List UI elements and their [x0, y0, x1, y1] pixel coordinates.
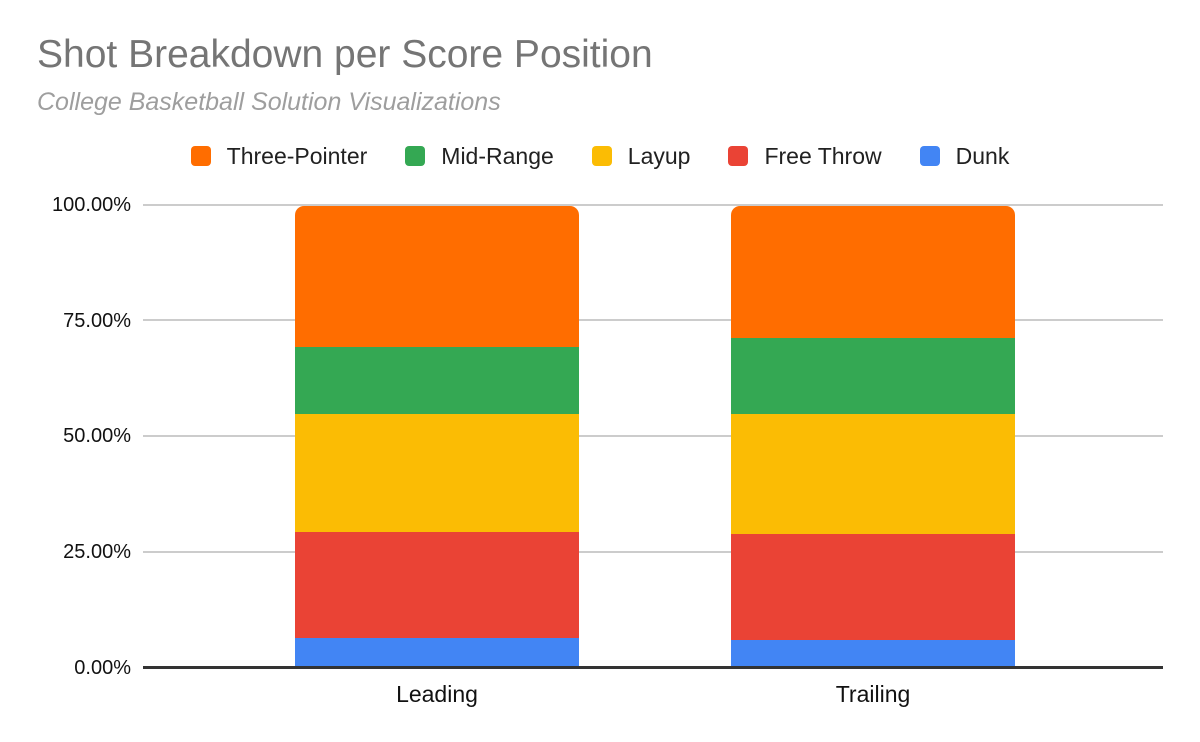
segment-layup-trailing[interactable]	[731, 413, 1015, 534]
x-label-trailing: Trailing	[835, 681, 911, 707]
segment-mid-range-leading[interactable]	[295, 346, 579, 414]
segment-mid-range-trailing[interactable]	[731, 337, 1015, 414]
gridline-25	[143, 551, 1163, 553]
segment-three-pointer-leading[interactable]	[295, 206, 579, 347]
y-tick-50: 50.00%	[63, 425, 131, 447]
x-label-leading: Leading	[396, 681, 478, 707]
legend-item-three-pointer[interactable]: Three-Pointer	[190, 142, 368, 170]
legend-swatch	[190, 146, 211, 166]
legend-label: Three-Pointer	[226, 142, 368, 169]
x-axis-baseline	[143, 666, 1163, 669]
legend-swatch	[728, 146, 749, 166]
legend-item-dunk[interactable]: Dunk	[919, 142, 1010, 170]
bar-trailing[interactable]	[731, 206, 1015, 668]
legend-label: Dunk	[955, 142, 1010, 169]
segment-three-pointer-trailing[interactable]	[731, 206, 1015, 338]
segment-layup-leading[interactable]	[295, 413, 579, 532]
legend: Three-Pointer Mid-Range Layup Free Throw…	[0, 142, 1200, 170]
y-axis: 100.00% 75.00% 50.00% 25.00% 0.00%	[0, 0, 131, 742]
y-tick-100: 100.00%	[52, 194, 131, 216]
y-tick-0: 0.00%	[74, 657, 131, 679]
gridline-100	[143, 204, 1163, 206]
legend-label: Mid-Range	[441, 142, 554, 169]
segment-free-throw-trailing[interactable]	[731, 533, 1015, 641]
chart-subtitle: College Basketball Solution Visualizatio…	[37, 88, 501, 116]
chart-title: Shot Breakdown per Score Position	[37, 33, 653, 76]
legend-item-layup[interactable]: Layup	[591, 142, 691, 170]
gridline-75	[143, 319, 1163, 321]
bar-leading[interactable]	[295, 206, 579, 668]
y-tick-75: 75.00%	[63, 310, 131, 332]
segment-dunk-leading[interactable]	[295, 637, 579, 668]
segment-dunk-trailing[interactable]	[731, 640, 1015, 668]
legend-label: Free Throw	[764, 142, 882, 169]
legend-item-free-throw[interactable]: Free Throw	[728, 142, 882, 170]
legend-label: Layup	[627, 142, 691, 169]
legend-swatch	[919, 146, 940, 166]
bars-layer	[143, 204, 1163, 668]
plot-area	[143, 204, 1163, 669]
gridline-50	[143, 435, 1163, 437]
legend-swatch	[591, 146, 612, 166]
segment-free-throw-leading[interactable]	[295, 531, 579, 638]
legend-item-mid-range[interactable]: Mid-Range	[405, 143, 554, 170]
y-tick-25: 25.00%	[63, 541, 131, 563]
legend-swatch	[405, 146, 426, 166]
